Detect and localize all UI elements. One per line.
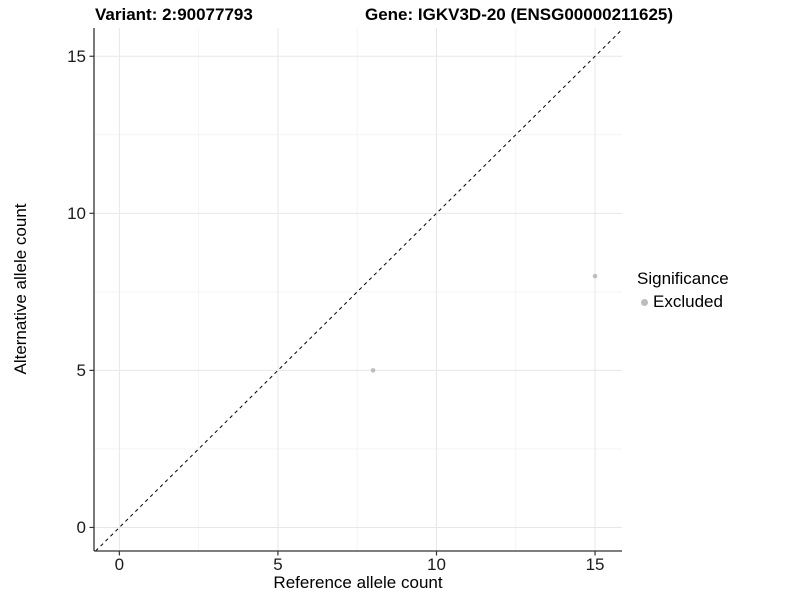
x-tick-label: 10 — [427, 555, 446, 574]
y-tick-label: 15 — [67, 47, 86, 66]
x-tick-label: 0 — [115, 555, 124, 574]
legend: Significance Excluded — [637, 269, 729, 312]
x-tick-label: 5 — [273, 555, 282, 574]
y-tick-label: 5 — [77, 361, 86, 380]
identity-line — [95, 29, 623, 552]
excluded-point-icon — [641, 298, 648, 306]
y-axis-label: Alternative allele count — [11, 203, 30, 375]
legend-item-excluded: Excluded — [637, 292, 729, 312]
gene-title: Gene: IGKV3D-20 (ENSG00000211625) — [365, 5, 674, 24]
y-tick-label: 0 — [77, 518, 86, 537]
variant-title: Variant: 2:90077793 — [95, 5, 253, 24]
legend-title: Significance — [637, 269, 729, 288]
x-tick-label: 15 — [586, 555, 605, 574]
legend-item-label: Excluded — [653, 292, 723, 311]
x-axis-label: Reference allele count — [273, 573, 443, 592]
data-point-excluded — [592, 273, 598, 279]
y-tick-label: 10 — [67, 204, 86, 223]
data-point-excluded — [370, 368, 376, 373]
